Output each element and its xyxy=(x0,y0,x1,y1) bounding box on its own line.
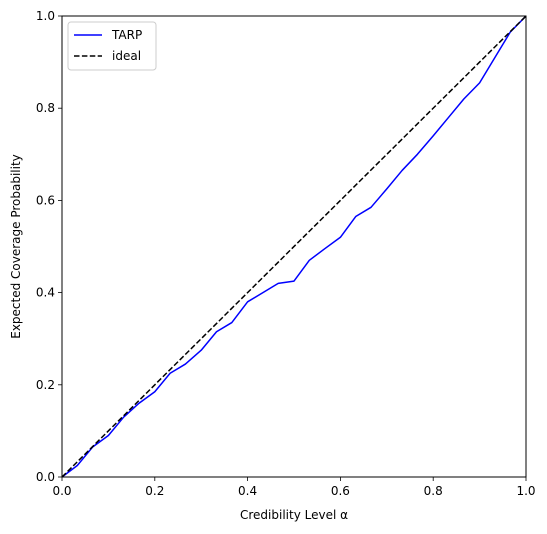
legend: TARP ideal xyxy=(67,21,157,71)
x-tick-label: 0.0 xyxy=(52,484,71,498)
legend-label-tarp: TARP xyxy=(111,28,142,42)
legend-box xyxy=(67,21,157,71)
x-tick-label: 0.8 xyxy=(424,484,443,498)
y-tick-label: 0.8 xyxy=(36,101,55,115)
series-line-ideal xyxy=(61,15,527,478)
x-tick-label: 0.4 xyxy=(238,484,257,498)
y-tick-label: 0.2 xyxy=(36,378,55,392)
y-tick-label: 1.0 xyxy=(36,9,55,23)
x-axis-label: Credibility Level α xyxy=(240,508,348,522)
x-tick-label: 0.2 xyxy=(145,484,164,498)
y-tick-label: 0.4 xyxy=(36,286,55,300)
y-axis-ticks: 0.0 0.2 0.4 0.6 0.8 1.0 xyxy=(36,9,62,484)
y-tick-label: 0.6 xyxy=(36,193,55,207)
plot-frame xyxy=(61,15,527,478)
series-layer xyxy=(61,15,527,478)
y-axis-label: Expected Coverage Probability xyxy=(9,154,23,339)
x-tick-label: 0.6 xyxy=(331,484,350,498)
legend-label-ideal: ideal xyxy=(112,49,141,63)
x-tick-label: 1.0 xyxy=(516,484,535,498)
x-axis-ticks: 0.0 0.2 0.4 0.6 0.8 1.0 xyxy=(52,477,536,498)
series-line-tarp xyxy=(61,15,527,478)
y-tick-label: 0.0 xyxy=(36,470,55,484)
